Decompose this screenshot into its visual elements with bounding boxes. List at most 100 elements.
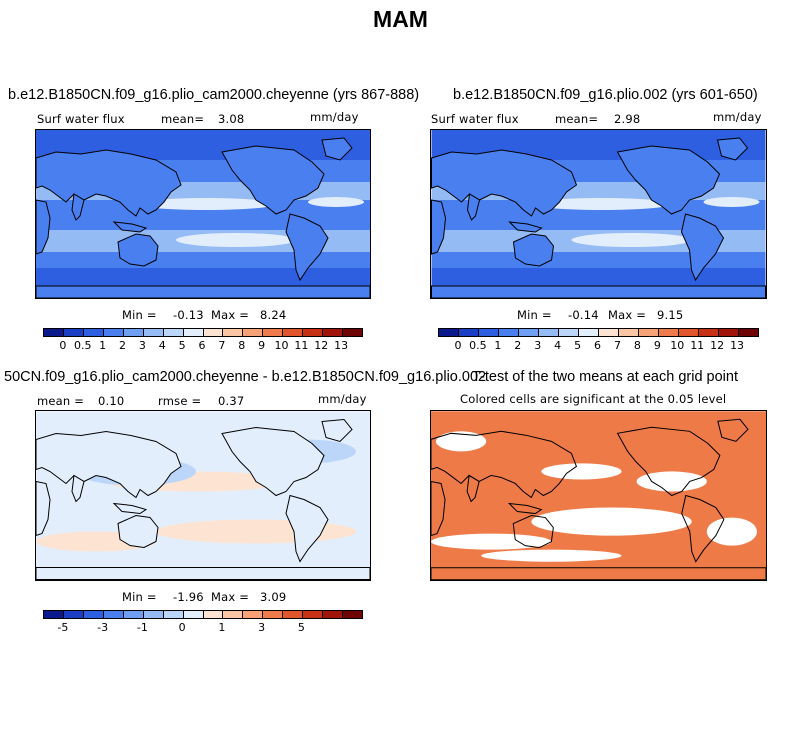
mean-label: mean =	[37, 394, 85, 408]
mean-value: 3.08	[218, 112, 245, 126]
colorbar-tick-label: 2	[119, 339, 126, 352]
coastline	[36, 285, 370, 298]
colorbar-swatch	[539, 329, 559, 336]
colorbar-swatch	[143, 329, 164, 336]
coastline	[36, 430, 182, 499]
colorbar-tick-label: 11	[690, 339, 705, 352]
colorbar-top-right	[438, 328, 759, 337]
coastline	[36, 480, 51, 537]
max-label: Max =	[608, 308, 647, 322]
colorbar-tick-label: -5	[57, 621, 69, 634]
colorbar-swatch	[739, 329, 758, 336]
coastline	[431, 199, 447, 255]
colorbar-swatch	[579, 329, 599, 336]
colorbar-swatch	[343, 611, 362, 618]
mean-value: 0.10	[98, 394, 125, 408]
colorbar-tick-label: 4	[158, 339, 166, 352]
coastline	[508, 221, 543, 233]
mean-value: 2.98	[614, 112, 641, 126]
colorbar-swatch	[123, 611, 144, 618]
coastline	[117, 233, 159, 267]
colorbar-swatch	[303, 329, 324, 336]
mean-label: mean=	[555, 112, 599, 126]
min-value: -0.14	[568, 308, 599, 322]
coastline	[431, 430, 578, 499]
coastline	[616, 145, 721, 215]
min-label: Min =	[122, 590, 157, 604]
colorbar-tick-label: 7	[613, 339, 621, 352]
colorbar-tick-label: 2	[514, 339, 522, 352]
colorbar-swatch	[44, 611, 64, 618]
coastline	[512, 233, 555, 267]
min-label: Min =	[122, 308, 157, 322]
colorbar-tick-label: 0	[59, 339, 67, 352]
colorbar-tick-label: 5	[297, 621, 305, 634]
colorbar-swatch	[323, 329, 344, 336]
colorbar-tick-label: 13	[334, 339, 349, 352]
colorbar-swatch	[243, 611, 264, 618]
variable-label: Surf water flux	[37, 112, 125, 126]
colorbar-swatch	[323, 611, 344, 618]
colorbar-tick-label: 1	[494, 339, 502, 352]
colorbar-swatch	[123, 329, 144, 336]
colorbar-tick-label: -1	[136, 621, 148, 634]
coastline	[112, 221, 148, 233]
colorbar-swatch	[303, 611, 324, 618]
colorbar-tick-label: 9	[258, 339, 266, 352]
colorbar-swatch	[699, 329, 719, 336]
coastline	[466, 474, 480, 503]
colorbar-swatch	[719, 329, 739, 336]
colorbar-tick-label: 3	[138, 339, 146, 352]
coastline	[321, 418, 353, 443]
colorbar-swatch	[559, 329, 579, 336]
colorbar-tick-label: 0	[454, 339, 462, 352]
colorbar-swatch	[343, 329, 362, 336]
min-value: -1.96	[173, 590, 204, 604]
coastline	[717, 418, 749, 442]
colorbar-swatch	[223, 611, 244, 618]
panel-title-bottom-right: T-test of the two means at each grid poi…	[472, 369, 738, 385]
colorbar-swatch	[263, 611, 284, 618]
colorbar-tick-label: 12	[710, 339, 725, 352]
colorbar-swatch	[163, 329, 184, 336]
colorbar-swatch	[439, 329, 459, 336]
units-label: mm/day	[310, 110, 359, 124]
coastline	[112, 502, 148, 515]
colorbar-tick-label: 10	[670, 339, 685, 352]
colorbar-swatch	[459, 329, 479, 336]
coastline	[36, 199, 51, 255]
colorbar-swatch	[519, 329, 539, 336]
colorbar-tick-label: 3	[534, 339, 542, 352]
max-value: 9.15	[657, 308, 684, 322]
coastline	[285, 494, 329, 563]
coastline	[681, 494, 725, 563]
coastline	[431, 149, 578, 217]
colorbar-swatch	[163, 611, 184, 618]
coastline	[512, 515, 554, 549]
colorbar-tick-label: 8	[633, 339, 641, 352]
units-label: mm/day	[713, 110, 762, 124]
map-top-left	[35, 129, 371, 299]
mean-label: mean=	[161, 112, 205, 126]
variable-label: Surf water flux	[431, 112, 519, 126]
coastline	[466, 193, 481, 221]
coastline	[680, 213, 725, 282]
colorbar-swatch	[679, 329, 699, 336]
max-label: Max =	[211, 590, 250, 604]
colorbar-bottom-left	[43, 610, 363, 619]
colorbar-tick-label: 10	[274, 339, 289, 352]
colorbar-labels-bottom-left: -5 -3 -1 0 1 3 5	[43, 621, 361, 635]
coastline	[431, 480, 446, 537]
figure-title: MAM	[373, 6, 428, 32]
coastline	[221, 145, 325, 215]
colorbar-top-left	[43, 328, 363, 337]
colorbar-tick-label: 0.5	[74, 339, 92, 352]
colorbar-tick-label: 5	[178, 339, 186, 352]
colorbar-swatch	[659, 329, 679, 336]
colorbar-swatch	[103, 329, 124, 336]
colorbar-tick-label: 5	[574, 339, 582, 352]
coastline	[507, 502, 543, 515]
colorbar-tick-label: 9	[653, 339, 661, 352]
colorbar-swatch	[283, 329, 304, 336]
colorbar-swatch	[639, 329, 659, 336]
